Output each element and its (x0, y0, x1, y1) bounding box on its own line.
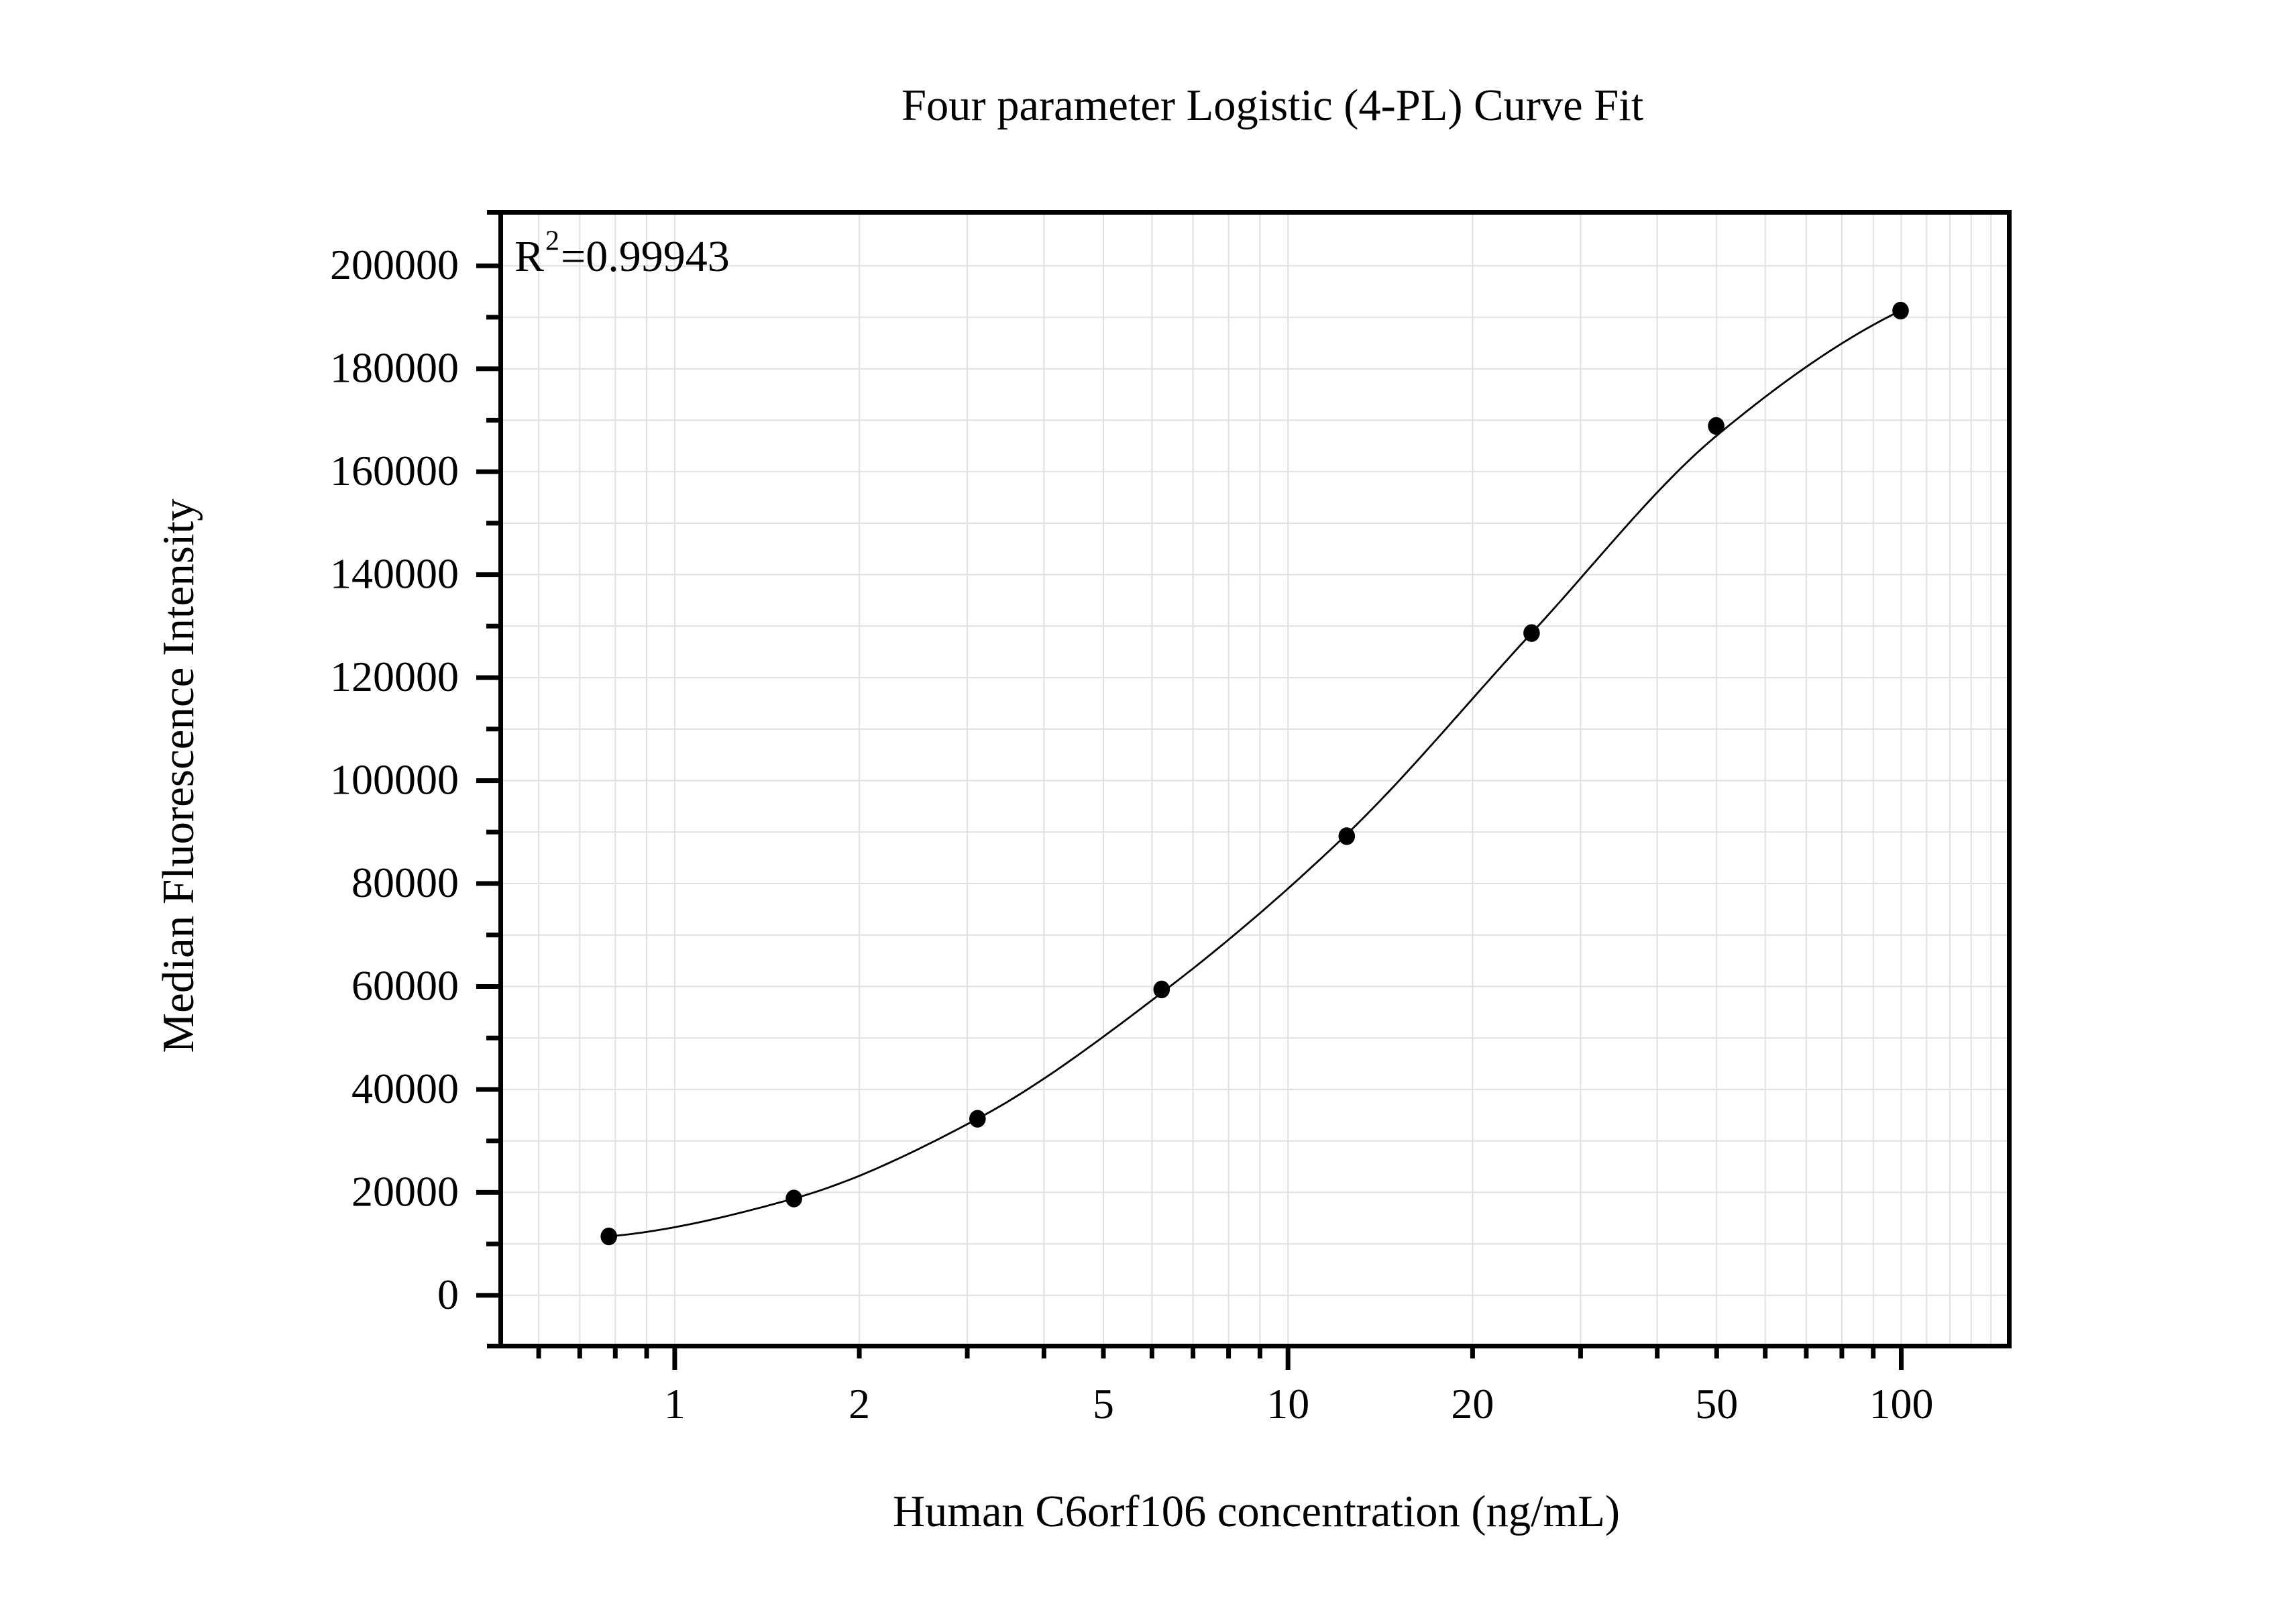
svg-text:20000: 20000 (351, 1167, 459, 1215)
svg-text:Human C6orf106 concentration (: Human C6orf106 concentration (ng/mL) (893, 1487, 1620, 1536)
svg-text:50: 50 (1695, 1380, 1738, 1428)
svg-text:180000: 180000 (330, 344, 459, 392)
svg-text:100000: 100000 (330, 756, 459, 804)
svg-text:200000: 200000 (330, 241, 459, 288)
svg-text:20: 20 (1451, 1380, 1494, 1428)
svg-text:60000: 60000 (351, 962, 459, 1010)
svg-text:80000: 80000 (351, 859, 459, 906)
svg-text:1: 1 (664, 1380, 686, 1428)
svg-text:40000: 40000 (351, 1065, 459, 1112)
svg-text:120000: 120000 (330, 653, 459, 700)
svg-text:=0.99943: =0.99943 (561, 232, 730, 281)
svg-text:Four parameter Logistic (4-PL): Four parameter Logistic (4-PL) Curve Fit (901, 81, 1644, 130)
svg-text:2: 2 (545, 226, 559, 257)
svg-text:0: 0 (437, 1271, 459, 1318)
svg-text:160000: 160000 (330, 447, 459, 494)
svg-text:100: 100 (1869, 1380, 1934, 1428)
svg-text:2: 2 (849, 1380, 870, 1428)
svg-text:10: 10 (1266, 1380, 1309, 1428)
svg-text:5: 5 (1093, 1380, 1114, 1428)
svg-text:R: R (514, 232, 544, 281)
svg-text:140000: 140000 (330, 550, 459, 598)
svg-text:Median Fluorescence Intensity: Median Fluorescence Intensity (154, 498, 203, 1053)
